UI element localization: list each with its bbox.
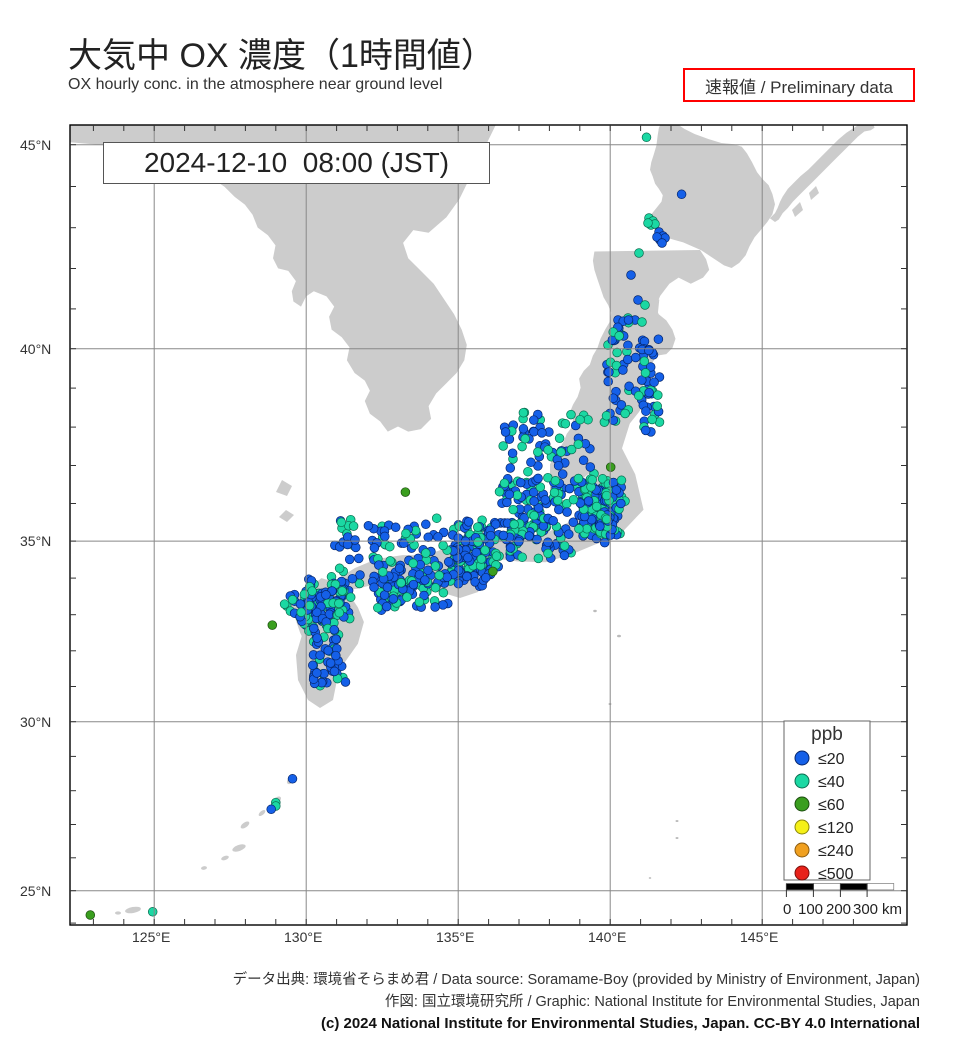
svg-text:≤120: ≤120: [818, 820, 854, 837]
svg-text:≤60: ≤60: [818, 797, 845, 814]
svg-text:300: 300: [853, 901, 878, 918]
svg-text:ppb: ppb: [811, 724, 843, 745]
svg-text:≤500: ≤500: [818, 866, 854, 883]
svg-text:km: km: [882, 901, 902, 918]
svg-text:≤20: ≤20: [818, 751, 845, 768]
svg-text:≤240: ≤240: [818, 843, 854, 860]
svg-text:0: 0: [783, 901, 791, 918]
svg-text:100: 100: [798, 901, 823, 918]
svg-text:≤40: ≤40: [818, 774, 845, 791]
svg-text:200: 200: [826, 901, 851, 918]
